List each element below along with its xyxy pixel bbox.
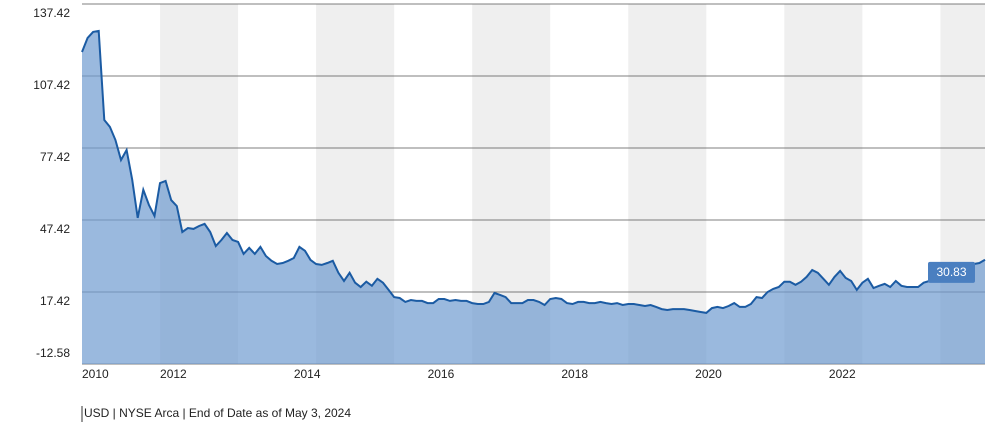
x-tick-label: 2018 bbox=[561, 367, 588, 381]
footer: USD | NYSE Arca | End of Date as of May … bbox=[84, 406, 351, 420]
band bbox=[628, 4, 707, 364]
x-tick-label: 2022 bbox=[829, 367, 856, 381]
x-tick-label: 2014 bbox=[294, 367, 321, 381]
y-tick-label: 107.42 bbox=[33, 78, 70, 92]
y-tick-label: -12.58 bbox=[36, 346, 70, 360]
plot bbox=[81, 3, 986, 365]
y-tick-label: 137.42 bbox=[33, 6, 70, 20]
line bbox=[81, 29, 986, 314]
x-tick-label: 2016 bbox=[428, 367, 455, 381]
last-value-label: 30.83 bbox=[936, 265, 966, 279]
last-value-box bbox=[928, 261, 975, 283]
area bbox=[82, 30, 985, 365]
y-tick-label: 17.42 bbox=[40, 294, 70, 308]
y-tick-label: 77.42 bbox=[40, 150, 70, 164]
x-tick-label: 2012 bbox=[160, 367, 187, 381]
x-tick-label: 2020 bbox=[695, 367, 722, 381]
x-tick-label: 2010 bbox=[82, 367, 109, 381]
y-tick-label: 47.42 bbox=[40, 222, 70, 236]
